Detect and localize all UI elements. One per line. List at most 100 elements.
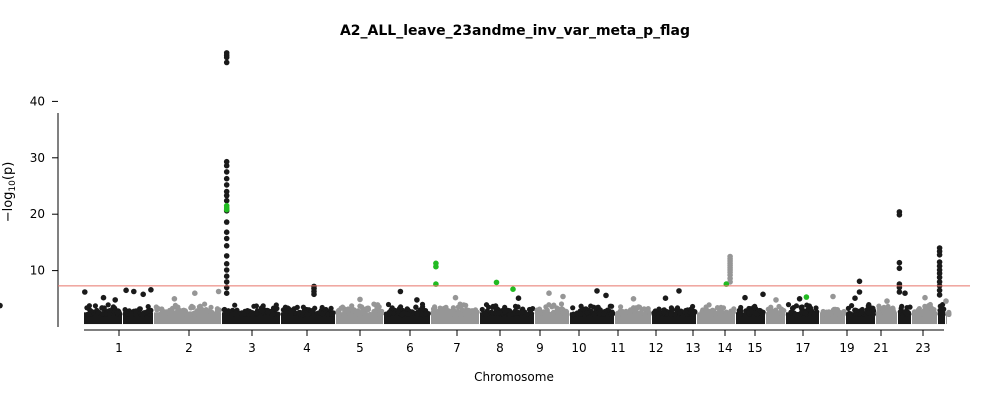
snp-point [821,309,828,316]
chromosome-band [651,303,698,325]
chromosome-base-band [898,312,911,325]
y-tick-label: 20 [30,207,45,221]
snp-point [845,305,852,311]
snp-peak-point [936,270,943,277]
chromosome-band [897,303,913,325]
snp-point [95,310,101,316]
snp-peak-point [936,259,943,265]
snp-peak-point [896,212,903,218]
snp-point [836,311,842,317]
snp-point [99,311,105,317]
snp-point [702,309,709,315]
snp-point [668,305,675,311]
snp-point [413,304,419,310]
snp-point [841,308,847,315]
snp-peak-point [140,291,146,298]
snp-peak-point [936,279,943,285]
x-tick-label: 3 [248,341,256,355]
snp-point [483,311,489,317]
snp-point [555,309,561,315]
snp-point [221,311,228,317]
chromosome-base-band [946,312,947,325]
snp-peak-point [630,296,637,302]
snp-point [399,311,405,318]
snp-peak-point [830,293,836,300]
chromosome-band [615,304,653,325]
snp-point [512,303,519,309]
snp-point [677,310,683,316]
snp-peak-point [223,253,230,259]
snp-point [537,310,543,316]
snp-highlight-point [223,206,230,213]
snp-point [768,309,775,315]
chromosome-base-band [84,312,122,325]
snp-point [550,310,556,316]
snp-point [870,306,876,312]
x-tick-label: 15 [747,341,762,355]
snp-point [907,304,913,310]
snp-point [472,307,479,313]
snp-point [374,305,380,311]
chromosome-base-band [281,312,335,325]
snp-peak-point [896,259,903,266]
snp-point [105,302,111,308]
snp-peak-point [936,263,943,269]
snp-point [350,308,356,314]
snp-peak-point [223,188,230,195]
snp-peak-point [223,169,230,175]
snp-peak-point [131,288,137,295]
snp-point [342,308,348,314]
snp-point [793,303,800,309]
snp-point [600,311,607,317]
snp-peak-point [223,279,230,285]
snp-point [891,311,897,317]
chromosome-base-band [154,312,221,325]
snp-point [336,312,342,318]
x-tick-label: 8 [496,341,504,355]
snp-point [208,304,214,310]
snp-point [450,305,456,311]
x-tick-label: 12 [648,341,663,355]
snp-peak-point [922,294,928,301]
snp-point [244,308,251,314]
snp-peak-point [560,293,566,300]
y-axis-label: −log10(p) [1,162,18,223]
snp-point [542,309,548,315]
snp-peak-point [223,59,230,66]
snp-point [885,303,891,310]
chromosome-base-band [652,312,696,325]
snp-point [651,310,657,316]
chromosome-band [736,303,766,325]
x-axis-label: Chromosome [474,370,554,384]
snp-point [757,308,763,314]
snp-peak-point [223,158,230,165]
snp-peak-point [0,302,3,309]
snp-point [479,306,485,313]
snp-point [728,311,734,317]
chromosome-base-band [336,312,383,325]
snp-peak-point [100,294,107,301]
snp-peak-point [936,292,943,298]
snp-point [779,308,786,314]
y-axis-label-tail: (p) [1,162,16,180]
snp-peak-point [676,288,682,294]
x-tick-label: 17 [795,341,810,355]
snp-point [597,307,603,313]
snp-point [304,311,311,318]
snp-point [196,304,202,310]
x-tick-label: 10 [571,341,586,355]
snp-peak-point [223,261,230,267]
chromosome-band [911,301,939,325]
snp-point [870,311,877,317]
snp-point [633,305,639,311]
snp-peak-point [223,235,230,242]
snp-point [785,302,792,308]
chromosome-bands [84,301,952,325]
snp-point [720,305,727,311]
snp-peak-point [223,175,230,182]
y-axis-ticks: 10 20 30 40 [30,94,58,278]
chromosome-band [122,304,154,325]
snp-point [443,307,449,313]
snp-point [84,305,90,311]
snp-point [364,305,370,311]
